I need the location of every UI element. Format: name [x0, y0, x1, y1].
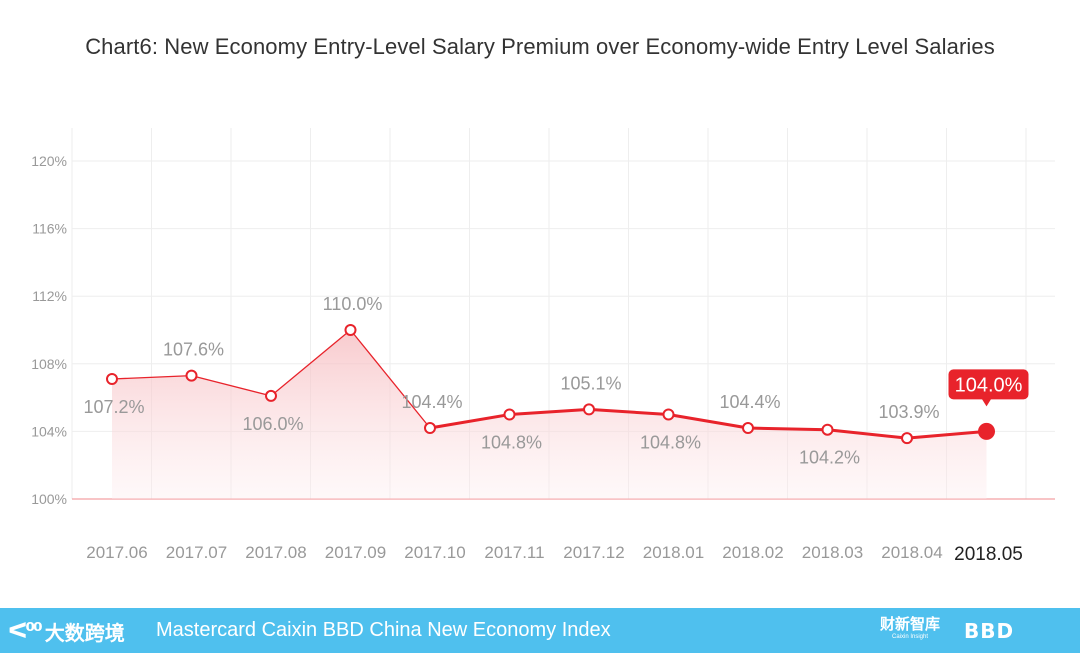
y-tick-label: 100%	[31, 491, 67, 507]
bigdata-logo: ᐸ⁰⁰ 大数跨境	[8, 616, 125, 646]
data-label: 107.6%	[163, 340, 224, 360]
data-label: 105.1%	[560, 373, 621, 393]
x-tick-label: 2017.10	[404, 543, 465, 562]
y-tick-label: 112%	[32, 288, 67, 304]
caixin-insight-logo-sub: Caixin Insight	[891, 634, 929, 640]
data-label: 104.4%	[401, 392, 462, 412]
line-chart: 107.2% 107.6% 106.0% 110.0% 104.4% 104.8% 105.…	[31, 128, 1055, 565]
bigdata-logo-mark-icon: ᐸ⁰⁰	[8, 618, 43, 644]
x-tick-label: 2017.09	[325, 543, 386, 562]
footer-index-name: Mastercard Caixin BBD China New Economy …	[156, 619, 611, 641]
y-tick-label: 116%	[32, 221, 67, 237]
x-tick-label: 2018.02	[722, 543, 783, 562]
callout-pointer	[981, 398, 992, 407]
data-point	[662, 408, 675, 421]
data-point	[344, 324, 357, 336]
area-layer	[112, 330, 987, 499]
series-line-segment	[349, 329, 431, 429]
y-tick-label: 120%	[31, 153, 67, 169]
data-point	[265, 389, 277, 402]
series-line-segment	[826, 428, 909, 440]
data-label: 106.0%	[242, 414, 303, 434]
callout-box	[948, 369, 1029, 400]
series-line-segment	[111, 374, 193, 380]
x-tick-label: 2017.07	[166, 543, 227, 562]
y-tick-label: 104%	[31, 423, 67, 439]
data-point	[503, 408, 516, 421]
x-tick-label: 2017.11	[484, 543, 544, 562]
caixin-insight-logo-main: 财新智库	[879, 616, 940, 633]
series-line-segment	[905, 429, 988, 440]
bigdata-logo-text: 大数跨境	[44, 622, 125, 645]
series-line-segment	[428, 413, 511, 430]
data-label: 103.9%	[878, 402, 939, 422]
series-line-segment	[190, 374, 272, 397]
data-label: 104.8%	[640, 433, 701, 453]
data-point	[424, 422, 436, 435]
data-point	[106, 373, 118, 386]
data-label: 107.2%	[83, 397, 144, 417]
series-line-segment	[508, 407, 591, 416]
callout-group: 104.0%	[948, 369, 1029, 407]
series-line-segment	[587, 407, 670, 416]
data-point	[978, 422, 995, 440]
chart-title: Chart6: New Economy Entry-Level Salary P…	[85, 34, 995, 59]
x-tick-label: 2017.12	[563, 543, 624, 562]
x-tick-label: 2017.06	[86, 543, 147, 562]
footer-bar: ᐸ⁰⁰ 大数跨境 Mastercard Caixin BBD China New…	[0, 608, 1080, 653]
data-label: 104.2%	[799, 448, 860, 468]
data-point	[821, 423, 834, 436]
data-point	[185, 369, 198, 382]
x-tick-label: 2018.01	[643, 543, 704, 562]
x-tick-label: 2018.03	[802, 543, 863, 562]
bbd-logo: BBD	[964, 619, 1015, 643]
data-label-callout: 104.0%	[955, 374, 1023, 396]
y-tick-label: 108%	[31, 356, 67, 372]
series-area-fill	[112, 330, 987, 499]
x-tick-label: 2018.04	[881, 543, 942, 562]
data-label: 104.4%	[719, 392, 780, 412]
line-layer	[111, 329, 988, 440]
data-label: 104.8%	[481, 433, 542, 453]
axis-layer: 100% 104% 108% 112% 116% 120% 2017.06 2017.07 20…	[31, 153, 1023, 565]
series-line-segment	[270, 329, 352, 397]
series-line-segment	[746, 426, 829, 432]
label-layer: 107.2% 107.6% 106.0% 110.0% 104.4% 104.8% 105.…	[83, 294, 1029, 468]
x-tick-label: 2018.05	[954, 544, 1023, 565]
point-layer	[106, 324, 995, 445]
x-tick-label: 2017.08	[245, 543, 306, 562]
data-label: 110.0%	[323, 294, 383, 314]
data-point	[742, 422, 754, 435]
caixin-insight-logo: 财新智库 Caixin Insight	[878, 617, 942, 641]
data-point	[901, 432, 913, 445]
data-point	[583, 403, 595, 416]
series-line-segment	[667, 413, 750, 430]
